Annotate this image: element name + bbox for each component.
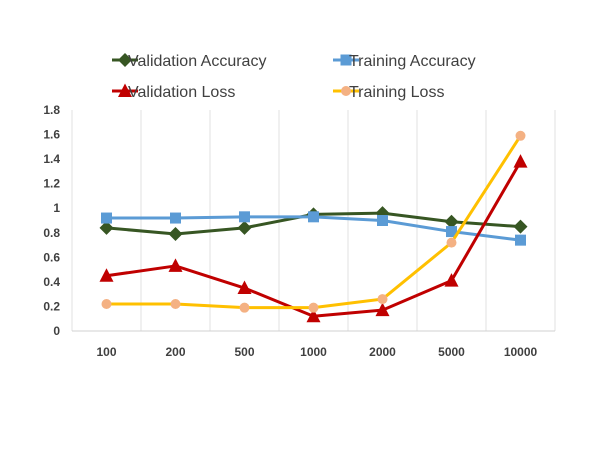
data-point <box>239 211 250 223</box>
data-point <box>308 302 319 313</box>
data-point <box>306 308 321 323</box>
legend-marker <box>341 86 351 96</box>
data-point <box>513 219 528 234</box>
legend-item: Validation Accuracy <box>112 53 266 70</box>
data-point <box>446 237 457 248</box>
x-tick-label: 2000 <box>369 345 396 359</box>
series-group <box>99 130 528 323</box>
x-tick-label: 10000 <box>504 345 538 359</box>
data-point <box>237 220 252 235</box>
data-point <box>170 298 181 309</box>
data-point <box>444 273 459 287</box>
data-point <box>513 154 528 168</box>
legend-marker <box>118 53 132 67</box>
legend-label: Training Loss <box>349 84 444 101</box>
data-point <box>377 294 388 305</box>
x-tick-label: 5000 <box>438 345 465 359</box>
data-point <box>308 211 319 223</box>
legend-marker <box>118 83 132 97</box>
data-point <box>515 234 526 246</box>
data-point <box>375 302 390 317</box>
y-tick-label: 1.2 <box>43 177 60 191</box>
legend-item: Training Loss <box>333 84 444 101</box>
data-point <box>99 220 114 235</box>
x-tick-label: 500 <box>234 345 254 359</box>
data-point <box>168 258 183 272</box>
y-tick-label: 0.8 <box>43 226 60 240</box>
legend-marker <box>340 54 352 66</box>
y-tick-label: 1.6 <box>43 128 60 142</box>
data-point <box>170 212 181 224</box>
data-point <box>515 130 526 141</box>
y-tick-label: 0.6 <box>43 250 60 264</box>
series-line <box>106 160 522 318</box>
legend-item: Training Accuracy <box>333 53 476 70</box>
legend: Validation Accuracy Training Accuracy Vali… <box>112 53 476 101</box>
data-point <box>446 226 457 238</box>
tick-labels: 0 0.2 0.4 0.6 0.8 1 1.2 1.4 1.6 1.8 100 200 500 1000 2… <box>43 103 537 359</box>
series-validation-loss <box>99 154 528 323</box>
data-point <box>101 212 112 224</box>
y-tick-label: 0.4 <box>43 275 60 289</box>
x-tick-label: 1000 <box>300 345 327 359</box>
grid-lines <box>71 110 556 331</box>
y-tick-label: 0.2 <box>43 299 60 313</box>
legend-item: Validation Loss <box>112 83 235 101</box>
legend-label: Training Accuracy <box>349 53 476 70</box>
data-point <box>168 227 183 242</box>
y-tick-label: 1.8 <box>43 103 60 117</box>
data-point <box>377 215 388 226</box>
y-tick-label: 0 <box>53 324 60 338</box>
data-point <box>99 268 114 282</box>
y-tick-label: 1 <box>53 201 60 215</box>
data-point <box>239 302 250 313</box>
y-tick-label: 1.4 <box>43 152 60 166</box>
x-tick-label: 200 <box>165 345 185 359</box>
series-training-loss <box>101 130 526 313</box>
x-tick-label: 100 <box>96 345 116 359</box>
data-point <box>101 298 112 309</box>
legend-label: Validation Loss <box>128 84 235 101</box>
legend-label: Validation Accuracy <box>128 53 266 70</box>
series-training-accuracy <box>101 211 526 246</box>
data-point <box>444 214 459 229</box>
data-point <box>237 280 252 295</box>
